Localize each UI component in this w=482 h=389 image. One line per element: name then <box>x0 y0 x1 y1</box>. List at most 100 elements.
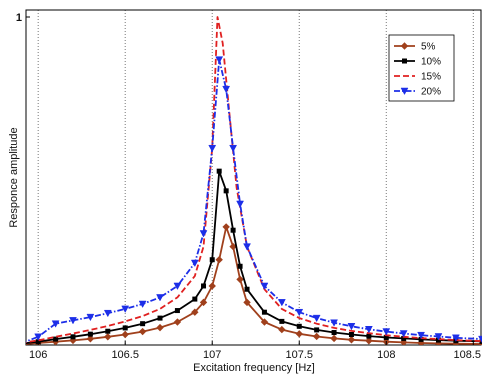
data-point <box>330 334 338 343</box>
x-tick-label: 107.5 <box>285 349 313 361</box>
y-axis-label: Responce amplitude <box>8 127 20 227</box>
x-tick-label: 106 <box>29 349 47 361</box>
data-point <box>451 334 460 342</box>
series-1 <box>18 168 482 346</box>
data-point <box>236 200 244 208</box>
data-point <box>417 339 425 345</box>
data-point <box>382 328 391 336</box>
data-point <box>190 259 199 268</box>
data-point <box>399 330 408 338</box>
data-point <box>104 333 112 341</box>
series-3 <box>17 56 482 347</box>
data-point <box>260 318 269 326</box>
legend: 5% 10% 15% 20% <box>388 34 455 102</box>
data-point <box>138 300 147 309</box>
legend-entry-label: 20% <box>421 87 441 98</box>
data-point <box>229 144 238 153</box>
legend-entry-label: 15% <box>421 72 441 83</box>
data-point <box>121 330 129 339</box>
data-point <box>215 256 223 264</box>
data-point <box>86 313 95 322</box>
data-point <box>295 308 304 317</box>
x-tick-label: 108.5 <box>453 349 481 361</box>
data-point <box>278 325 286 334</box>
data-point <box>18 341 23 346</box>
x-tick-label: 107 <box>203 349 221 361</box>
data-point <box>199 298 208 307</box>
y-tick-label: 1 <box>16 12 22 24</box>
data-point <box>173 282 182 290</box>
x-tick-label: 108 <box>377 349 395 361</box>
data-point <box>229 242 237 251</box>
x-tick-label: 106.5 <box>111 349 139 361</box>
data-point <box>216 168 222 174</box>
data-point <box>103 309 112 318</box>
plot-frame <box>25 9 482 346</box>
data-point <box>279 318 285 324</box>
legend-marker <box>402 58 407 64</box>
data-point <box>478 335 482 344</box>
data-point <box>208 144 217 153</box>
data-point <box>243 298 251 307</box>
data-point <box>312 332 321 341</box>
data-point <box>347 336 356 344</box>
data-point <box>156 323 164 332</box>
series-line <box>26 225 482 345</box>
data-point <box>18 341 24 347</box>
data-point <box>69 317 77 325</box>
series-0 <box>18 223 482 347</box>
data-point <box>222 85 231 94</box>
legend-marker <box>400 42 409 50</box>
data-point <box>17 340 24 347</box>
data-point <box>121 305 130 313</box>
data-point <box>364 326 373 334</box>
series-line <box>26 58 482 343</box>
data-point <box>191 308 199 316</box>
data-point <box>192 296 198 302</box>
legend-entry-label: 10% <box>421 57 441 68</box>
data-point <box>434 333 443 341</box>
data-point <box>243 243 251 251</box>
data-point <box>174 308 180 314</box>
data-point <box>366 333 372 339</box>
data-point <box>244 286 250 292</box>
data-point <box>86 335 95 343</box>
data-point <box>140 321 146 327</box>
data-point <box>222 223 230 231</box>
data-point <box>215 56 224 64</box>
legend-marker <box>400 87 409 96</box>
data-point <box>347 323 356 331</box>
y-axis-ticks: 1 <box>16 12 30 24</box>
data-point <box>295 330 303 338</box>
data-point <box>105 328 111 334</box>
data-point <box>348 332 354 338</box>
x-axis-ticks: 106 106.5 107 107.5 108 108.5 <box>29 341 481 361</box>
data-point <box>53 336 59 342</box>
data-point <box>156 294 164 302</box>
data-point <box>365 337 373 345</box>
data-point <box>230 227 236 233</box>
data-point <box>223 188 229 194</box>
data-point <box>199 230 208 238</box>
data-point <box>237 263 243 269</box>
data-point <box>261 309 267 315</box>
data-point <box>312 314 321 323</box>
data-point <box>173 318 182 326</box>
data-point <box>70 334 76 340</box>
data-point <box>314 327 320 333</box>
data-point <box>418 336 424 342</box>
data-point <box>51 320 60 328</box>
x-axis-label: Excitation frequency [Hz] <box>193 362 315 374</box>
data-point <box>34 333 43 341</box>
data-point <box>157 315 163 321</box>
data-point <box>479 338 482 344</box>
data-point <box>399 338 408 345</box>
data-point <box>209 257 215 263</box>
data-point <box>87 331 93 337</box>
data-point <box>122 325 128 331</box>
data-point <box>236 275 244 284</box>
plot-area <box>17 16 482 347</box>
data-point <box>277 299 286 307</box>
data-point <box>331 330 337 336</box>
